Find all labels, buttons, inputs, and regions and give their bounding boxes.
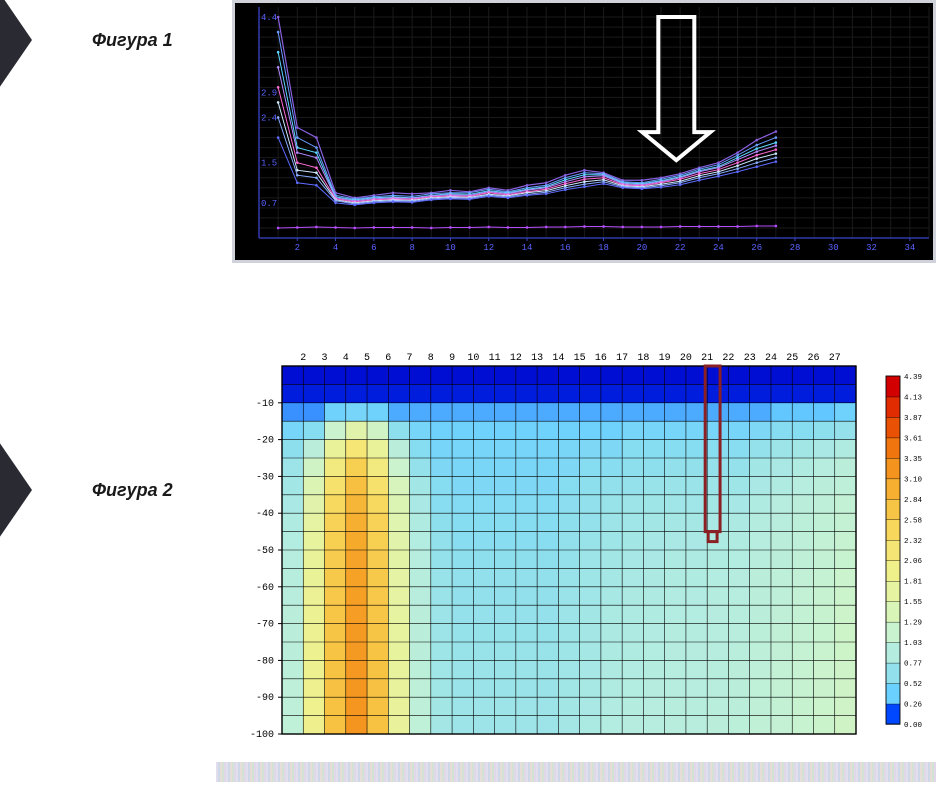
svg-text:0.77: 0.77 — [904, 661, 922, 669]
svg-text:2.9: 2.9 — [261, 88, 277, 98]
svg-text:3.87: 3.87 — [904, 415, 922, 423]
svg-text:18: 18 — [637, 353, 649, 364]
figure1-label: Фигура 1 — [92, 30, 173, 51]
svg-text:-80: -80 — [256, 656, 274, 667]
svg-text:9: 9 — [449, 353, 455, 364]
svg-text:25: 25 — [786, 353, 798, 364]
svg-text:8: 8 — [409, 243, 414, 253]
svg-text:23: 23 — [744, 353, 756, 364]
svg-text:14: 14 — [552, 353, 564, 364]
chart1-svg: 0.71.52.42.94.42468101214161820222426283… — [235, 3, 933, 260]
svg-text:-100: -100 — [250, 730, 274, 741]
svg-text:2: 2 — [295, 243, 300, 253]
svg-text:-90: -90 — [256, 693, 274, 704]
svg-text:17: 17 — [616, 353, 628, 364]
svg-text:12: 12 — [510, 353, 522, 364]
svg-text:20: 20 — [636, 243, 647, 253]
chart2-panel: 2345678910111213141516171819202122232425… — [232, 346, 936, 746]
chart2-svg: 2345678910111213141516171819202122232425… — [232, 346, 936, 746]
footer-noise-bar — [216, 762, 936, 782]
svg-text:4.13: 4.13 — [904, 394, 923, 402]
svg-text:-20: -20 — [256, 436, 274, 447]
svg-text:7: 7 — [407, 353, 413, 364]
svg-text:30: 30 — [828, 243, 839, 253]
svg-text:28: 28 — [790, 243, 801, 253]
svg-text:-40: -40 — [256, 509, 274, 520]
svg-text:2.84: 2.84 — [904, 497, 923, 505]
svg-text:22: 22 — [675, 243, 686, 253]
svg-text:16: 16 — [560, 243, 571, 253]
svg-text:-60: -60 — [256, 583, 274, 594]
svg-text:-30: -30 — [256, 472, 274, 483]
svg-text:16: 16 — [595, 353, 607, 364]
svg-text:4: 4 — [343, 353, 349, 364]
svg-text:6: 6 — [371, 243, 376, 253]
svg-text:20: 20 — [680, 353, 692, 364]
triangle-icon — [0, 0, 32, 145]
svg-text:10: 10 — [445, 243, 456, 253]
svg-text:11: 11 — [489, 353, 501, 364]
svg-text:2.32: 2.32 — [904, 538, 922, 546]
svg-text:12: 12 — [483, 243, 494, 253]
svg-text:3.10: 3.10 — [904, 476, 923, 484]
svg-text:4.39: 4.39 — [904, 374, 922, 382]
svg-text:1.03: 1.03 — [904, 640, 923, 648]
svg-text:1.5: 1.5 — [261, 159, 277, 169]
svg-text:13: 13 — [531, 353, 543, 364]
svg-text:0.52: 0.52 — [904, 681, 922, 689]
svg-text:2: 2 — [300, 353, 306, 364]
svg-text:1.81: 1.81 — [904, 579, 923, 587]
triangle-icon — [0, 385, 32, 595]
svg-text:0.00: 0.00 — [904, 722, 923, 730]
svg-text:6: 6 — [385, 353, 391, 364]
svg-text:22: 22 — [722, 353, 734, 364]
svg-text:32: 32 — [866, 243, 877, 253]
svg-text:10: 10 — [467, 353, 479, 364]
svg-text:-50: -50 — [256, 546, 274, 557]
svg-text:24: 24 — [765, 353, 777, 364]
svg-text:4: 4 — [333, 243, 338, 253]
svg-text:21: 21 — [701, 353, 713, 364]
svg-text:19: 19 — [659, 353, 671, 364]
svg-text:27: 27 — [829, 353, 841, 364]
svg-text:-70: -70 — [256, 620, 274, 631]
svg-text:5: 5 — [364, 353, 370, 364]
svg-text:15: 15 — [574, 353, 586, 364]
svg-text:2.06: 2.06 — [904, 558, 923, 566]
svg-text:3.61: 3.61 — [904, 435, 923, 443]
svg-text:18: 18 — [598, 243, 609, 253]
svg-text:14: 14 — [522, 243, 533, 253]
figure2-label: Фигура 2 — [92, 480, 173, 501]
svg-text:0.26: 0.26 — [904, 702, 923, 710]
svg-text:2.58: 2.58 — [904, 517, 922, 525]
svg-text:2.4: 2.4 — [261, 113, 277, 123]
svg-text:3.35: 3.35 — [904, 456, 923, 464]
svg-text:24: 24 — [713, 243, 724, 253]
svg-text:4.4: 4.4 — [261, 13, 277, 23]
svg-text:8: 8 — [428, 353, 434, 364]
svg-text:3: 3 — [322, 353, 328, 364]
svg-text:34: 34 — [904, 243, 915, 253]
svg-text:0.7: 0.7 — [261, 199, 277, 209]
svg-text:-10: -10 — [256, 399, 274, 410]
chart1-panel: 0.71.52.42.94.42468101214161820222426283… — [232, 0, 936, 263]
svg-text:1.29: 1.29 — [904, 620, 922, 628]
svg-text:1.55: 1.55 — [904, 599, 923, 607]
svg-text:26: 26 — [751, 243, 762, 253]
svg-text:26: 26 — [807, 353, 819, 364]
